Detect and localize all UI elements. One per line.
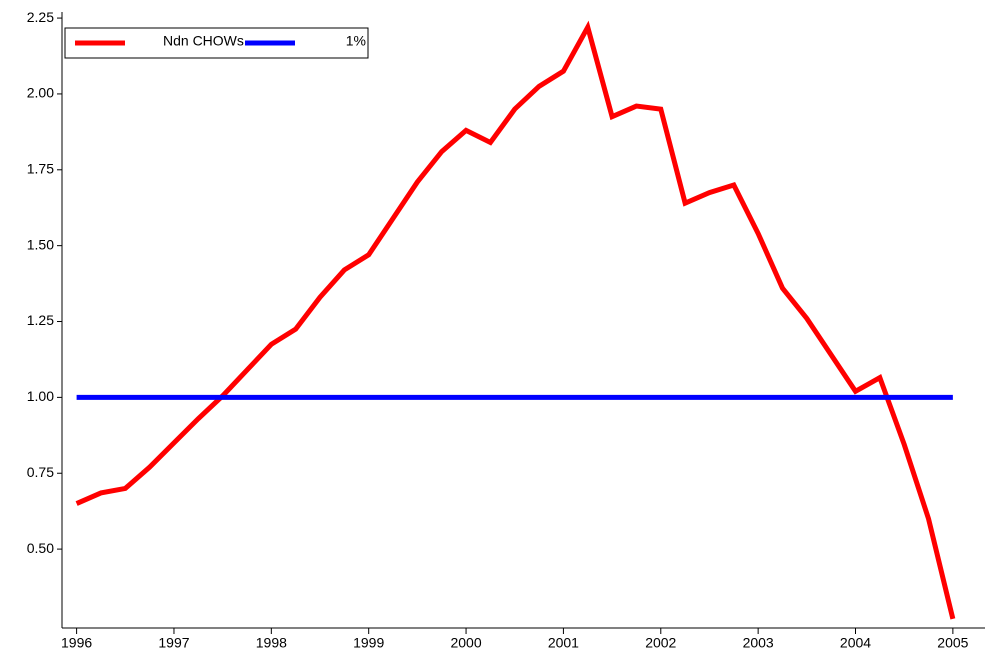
y-tick-label: 1.75 [27, 160, 54, 176]
x-tick-label: 2004 [840, 635, 871, 651]
legend-label: 1% [346, 33, 366, 49]
x-tick-label: 1997 [158, 635, 189, 651]
x-tick-label: 1996 [61, 635, 92, 651]
y-tick-label: 1.00 [27, 388, 54, 404]
x-tick-label: 2000 [450, 635, 481, 651]
x-tick-label: 1999 [353, 635, 384, 651]
y-tick-label: 0.75 [27, 464, 54, 480]
x-tick-label: 2003 [743, 635, 774, 651]
x-tick-label: 2001 [548, 635, 579, 651]
line-series [75, 20, 956, 620]
x-tick-label: 2005 [937, 635, 968, 651]
x-tick-label: 2002 [645, 635, 676, 651]
y-tick-label: 1.25 [27, 312, 54, 328]
legend-label: Ndn CHOWs [163, 33, 244, 49]
y-tick-label: 2.25 [27, 9, 54, 25]
x-tick-label: 1998 [256, 635, 287, 651]
y-tick-label: 2.00 [27, 85, 54, 101]
y-tick-label: 0.50 [27, 540, 54, 556]
y-tick-label: 1.50 [27, 236, 54, 252]
